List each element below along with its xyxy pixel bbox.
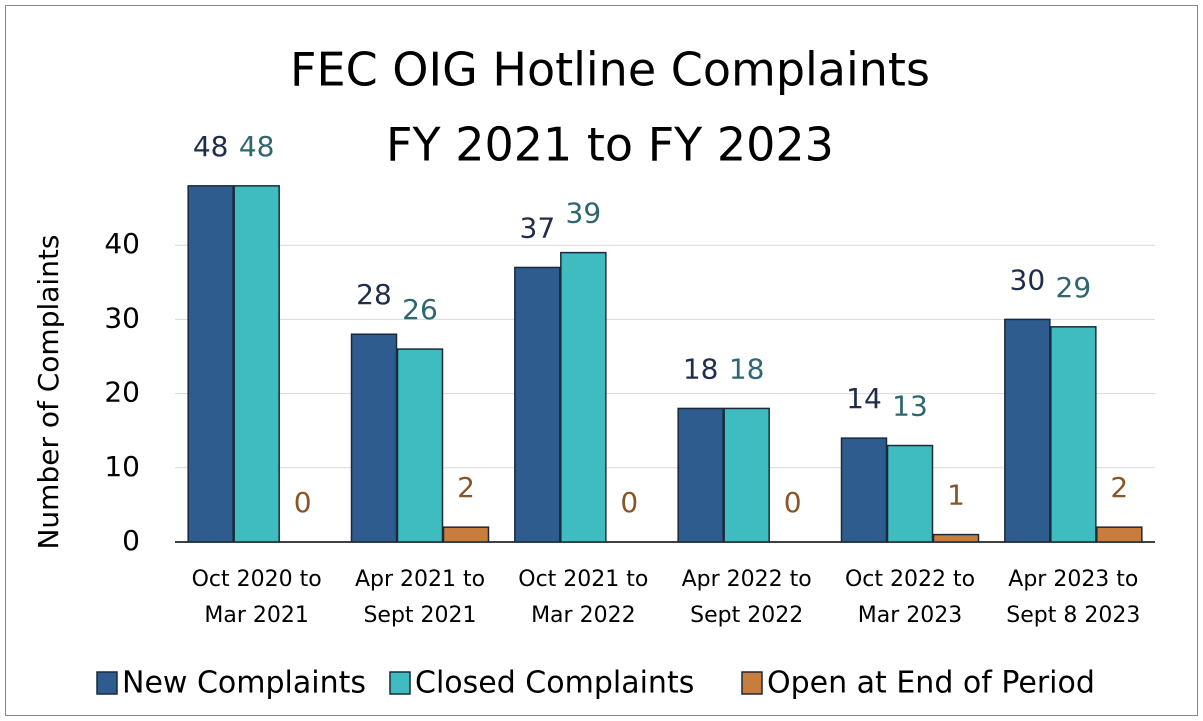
bar xyxy=(840,437,888,543)
bar xyxy=(233,185,280,543)
y-tick-label: 30 xyxy=(104,301,140,334)
value-label: 0 xyxy=(294,486,312,519)
bar xyxy=(187,185,234,543)
x-tick-label: Oct 2020 to xyxy=(192,567,322,592)
bar xyxy=(514,266,561,543)
legend-label: New Complaints xyxy=(122,666,366,701)
value-label: 2 xyxy=(457,471,475,504)
bar xyxy=(1096,526,1143,543)
value-label: 37 xyxy=(520,211,556,244)
y-tick-label: 20 xyxy=(104,376,140,409)
y-tick-label: 0 xyxy=(122,524,140,557)
value-label: 39 xyxy=(566,197,602,230)
value-label: 29 xyxy=(1056,271,1092,304)
bar xyxy=(932,533,980,543)
value-label: 14 xyxy=(846,382,882,415)
bar xyxy=(560,251,607,543)
value-label: 28 xyxy=(356,278,392,311)
value-label: 26 xyxy=(402,293,438,326)
x-tick-label: Sept 2021 xyxy=(363,603,476,628)
bar xyxy=(396,348,444,543)
x-tick-label: Sept 8 2023 xyxy=(1006,603,1140,628)
value-label: 2 xyxy=(1110,471,1128,504)
value-label: 30 xyxy=(1010,263,1046,296)
bar xyxy=(1050,326,1097,543)
bar xyxy=(350,333,398,543)
y-axis-title: Number of Complaints xyxy=(32,234,65,549)
value-label: 13 xyxy=(892,390,928,423)
x-tick-label: Apr 2022 to xyxy=(682,567,812,592)
chart-subtitle: FY 2021 to FY 2023 xyxy=(386,118,834,172)
bar xyxy=(723,407,770,543)
x-tick-label: Mar 2022 xyxy=(531,603,636,628)
x-tick-label: Apr 2023 to xyxy=(1008,567,1138,592)
bar xyxy=(677,407,724,543)
legend-swatch xyxy=(96,671,118,695)
x-tick-label: Oct 2021 to xyxy=(518,567,648,592)
bar xyxy=(1004,318,1051,543)
legend-swatch xyxy=(389,671,411,695)
value-label: 0 xyxy=(620,486,638,519)
legend-label: Closed Complaints xyxy=(415,666,694,701)
value-label: 0 xyxy=(784,486,802,519)
x-tick-label: Mar 2023 xyxy=(858,603,963,628)
value-label: 48 xyxy=(239,130,275,163)
y-tick-label: 40 xyxy=(104,227,140,260)
value-label: 48 xyxy=(193,130,229,163)
value-label: 18 xyxy=(683,352,719,385)
bar xyxy=(886,444,934,543)
value-label: 18 xyxy=(729,352,765,385)
bar xyxy=(442,526,490,543)
value-label: 1 xyxy=(947,479,965,512)
y-tick-label: 10 xyxy=(104,450,140,483)
x-tick-label: Apr 2021 to xyxy=(355,567,485,592)
chart-title: FEC OIG Hotline Complaints xyxy=(290,43,930,97)
x-tick-label: Sept 2022 xyxy=(690,603,803,628)
x-tick-label: Oct 2022 to xyxy=(845,567,975,592)
legend-swatch xyxy=(741,671,763,695)
legend-label: Open at End of Period xyxy=(767,666,1095,701)
x-tick-label: Mar 2021 xyxy=(204,603,309,628)
